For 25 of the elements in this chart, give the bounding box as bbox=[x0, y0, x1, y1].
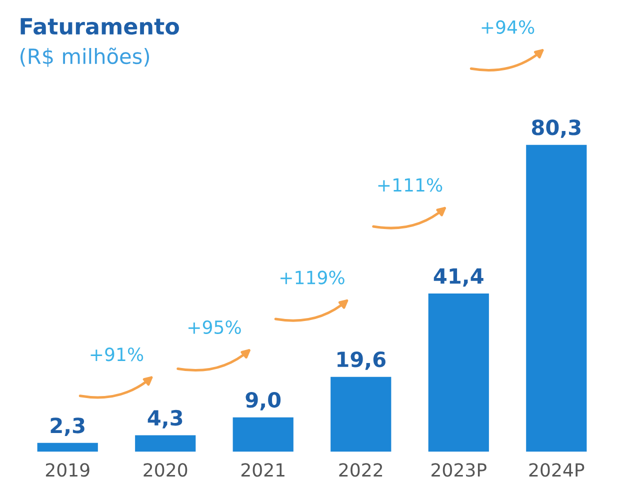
bar bbox=[37, 442, 98, 452]
bar bbox=[428, 294, 489, 452]
data-label: 2,3 bbox=[50, 418, 84, 436]
chart-subtitle: (R$ milhões) bbox=[20, 48, 150, 67]
bar bbox=[135, 435, 196, 452]
data-label: 41,4 bbox=[434, 268, 484, 287]
bar bbox=[232, 417, 294, 452]
data-label: 19,6 bbox=[338, 351, 386, 370]
data-label: 4,3 bbox=[148, 410, 182, 428]
x-tick-label: 2023P bbox=[432, 463, 486, 477]
data-label: 9,0 bbox=[246, 392, 281, 410]
annotation: +119% bbox=[280, 270, 344, 284]
x-tick-label: 2019 bbox=[46, 463, 90, 477]
annotation: +95% bbox=[188, 320, 241, 334]
text: +94% bbox=[482, 20, 534, 34]
data-label: 80,3 bbox=[532, 119, 580, 138]
annotation: +111% bbox=[378, 178, 442, 192]
annotation: +91% bbox=[90, 348, 144, 362]
chart-title: Faturamento bbox=[20, 18, 179, 35]
bar bbox=[526, 144, 587, 452]
x-tick-label: 2021 bbox=[241, 463, 284, 477]
x-tick-label: 2020 bbox=[144, 463, 188, 477]
x-tick-label: 2022 bbox=[339, 463, 382, 477]
bar bbox=[330, 376, 392, 452]
x-tick-label: 2024P bbox=[529, 463, 584, 477]
